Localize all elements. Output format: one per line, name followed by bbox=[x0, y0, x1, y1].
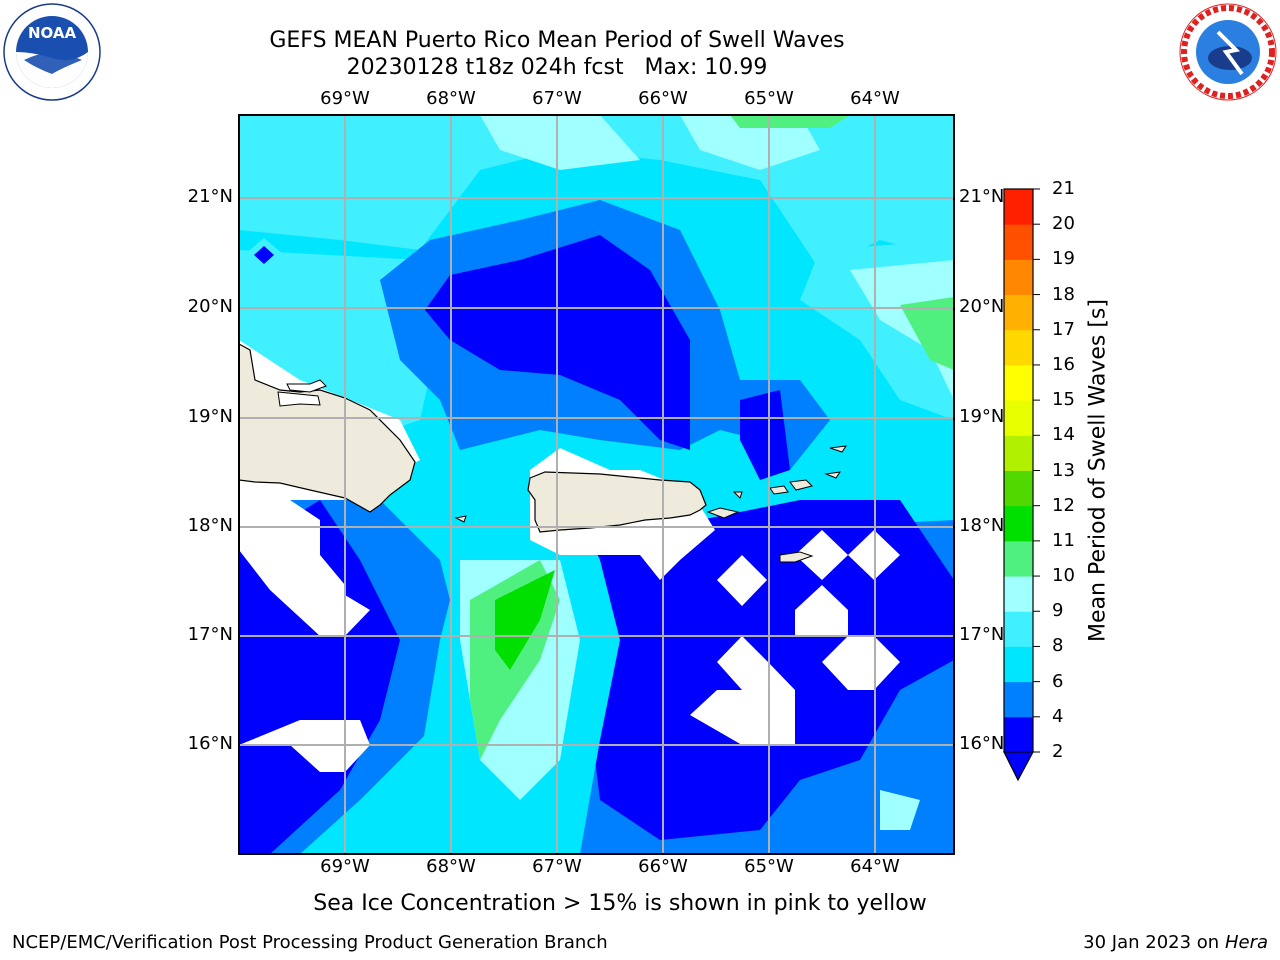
colorbar-segment bbox=[1004, 189, 1033, 225]
colorbar-title: Mean Period of Swell Waves [s] bbox=[1085, 299, 1111, 642]
colorbar-tick-label: 16 bbox=[1052, 353, 1075, 375]
lat-tick-right: 20°N bbox=[959, 296, 1004, 317]
lat-tick-right: 16°N bbox=[959, 733, 1004, 754]
colorbar-segment bbox=[1004, 470, 1033, 507]
colorbar-tick-label: 10 bbox=[1052, 565, 1075, 587]
lat-tick-left: 17°N bbox=[187, 624, 233, 645]
noaa-logo-text: NOAA bbox=[28, 24, 77, 42]
colorbar-tick-label: 18 bbox=[1052, 283, 1075, 305]
colorbar-segment bbox=[1004, 611, 1033, 647]
colorbar-tick-label: 4 bbox=[1052, 705, 1064, 727]
noaa-logo: NOAA bbox=[2, 2, 102, 102]
colorbar-tick-label: 21 bbox=[1052, 178, 1075, 199]
map-title: GEFS MEAN Puerto Rico Mean Period of Swe… bbox=[269, 28, 845, 53]
colorbar-tick-label: 14 bbox=[1052, 424, 1075, 446]
lon-tick-bottom: 67°W bbox=[532, 856, 582, 877]
colorbar-tick-label: 20 bbox=[1052, 213, 1075, 235]
colorbar-segment bbox=[1004, 646, 1033, 683]
colorbar-segment bbox=[1004, 400, 1033, 436]
colorbar-tick-label: 11 bbox=[1052, 529, 1075, 551]
nws-logo bbox=[1178, 2, 1278, 102]
lon-tick-top: 68°W bbox=[426, 88, 476, 109]
colorbar-tick-label: 13 bbox=[1052, 459, 1075, 481]
colorbar-tick-label: 19 bbox=[1052, 248, 1075, 270]
colorbar-tick-label: 12 bbox=[1052, 494, 1075, 516]
lat-tick-right: 19°N bbox=[959, 406, 1004, 427]
lon-tick-bottom: 69°W bbox=[320, 856, 370, 877]
colorbar-tick-label: 6 bbox=[1052, 670, 1064, 692]
colorbar-tick-label: 9 bbox=[1052, 600, 1064, 622]
lat-tick-right: 21°N bbox=[959, 186, 1004, 207]
lon-tick-top: 66°W bbox=[638, 88, 688, 109]
colorbar-segment bbox=[1004, 435, 1033, 471]
lon-tick-bottom: 66°W bbox=[638, 856, 688, 877]
colorbar-extend-arrow bbox=[1003, 751, 1035, 782]
lon-tick-bottom: 65°W bbox=[744, 856, 794, 877]
ice-caption: Sea Ice Concentration > 15% is shown in … bbox=[313, 891, 927, 916]
map-frame bbox=[238, 114, 955, 855]
footer-host: Hera bbox=[1224, 932, 1268, 953]
lon-tick-top: 64°W bbox=[850, 88, 900, 109]
colorbar-segment bbox=[1004, 329, 1033, 366]
colorbar-segment bbox=[1004, 540, 1033, 577]
lon-tick-top: 69°W bbox=[320, 88, 370, 109]
colorbar-tick-label: 8 bbox=[1052, 635, 1064, 657]
colorbar-segment bbox=[1004, 259, 1033, 296]
lat-tick-left: 16°N bbox=[187, 733, 233, 754]
colorbar-segment bbox=[1004, 681, 1033, 718]
colorbar-tick-label: 15 bbox=[1052, 389, 1075, 411]
lat-tick-right: 18°N bbox=[959, 515, 1004, 536]
footer-date: 30 Jan 2023 on bbox=[1083, 932, 1225, 953]
lat-tick-right: 17°N bbox=[959, 624, 1004, 645]
colorbar-segment bbox=[1004, 576, 1033, 612]
colorbar-segment bbox=[1004, 224, 1033, 260]
colorbar-tick-label: 2 bbox=[1052, 741, 1064, 762]
colorbar-segment bbox=[1004, 505, 1033, 542]
colorbar bbox=[1004, 188, 1040, 753]
lat-tick-left: 20°N bbox=[187, 296, 233, 317]
lon-tick-top: 67°W bbox=[532, 88, 582, 109]
lat-ticks-right: 21°N 20°N 19°N 18°N 17°N 16°N bbox=[958, 0, 1004, 960]
map-subtitle: 20230128 t18z 024h fcst Max: 10.99 bbox=[346, 55, 768, 80]
colorbar-tick-label: 17 bbox=[1052, 318, 1075, 340]
lat-tick-left: 21°N bbox=[187, 186, 233, 207]
footer-right: 30 Jan 2023 on Hera bbox=[1083, 932, 1268, 953]
colorbar-segment bbox=[1004, 716, 1033, 753]
lon-tick-bottom: 68°W bbox=[426, 856, 476, 877]
lat-tick-left: 18°N bbox=[187, 515, 233, 536]
graticule bbox=[239, 115, 954, 854]
colorbar-segment bbox=[1004, 294, 1033, 331]
lon-tick-top: 65°W bbox=[744, 88, 794, 109]
lon-tick-bottom: 64°W bbox=[850, 856, 900, 877]
lat-tick-left: 19°N bbox=[187, 406, 233, 427]
colorbar-segment bbox=[1004, 364, 1033, 401]
footer-left: NCEP/EMC/Verification Post Processing Pr… bbox=[12, 932, 608, 953]
